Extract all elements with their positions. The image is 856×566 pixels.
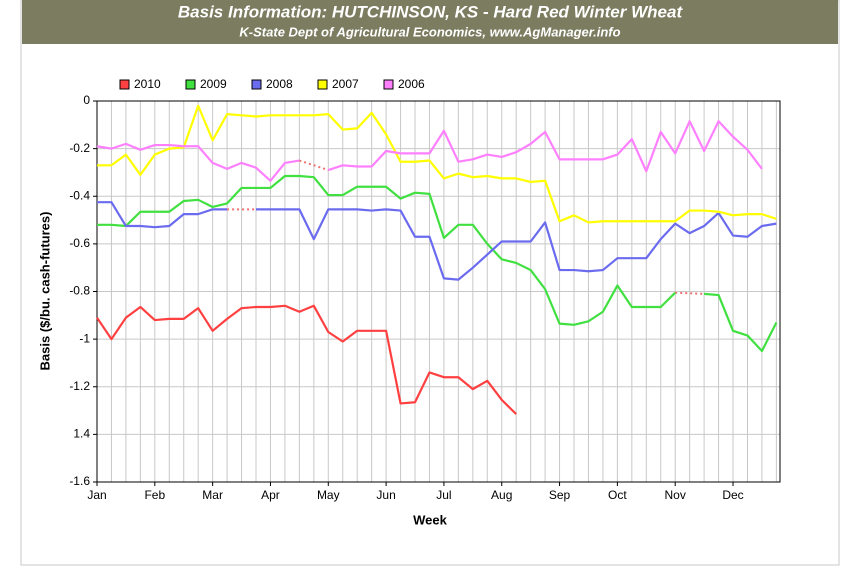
x-tick-label: Jun	[376, 488, 395, 502]
y-tick-label: -1.6	[69, 474, 90, 488]
y-tick-label: -0.4	[69, 188, 90, 202]
x-axis-title: Week	[413, 512, 447, 527]
y-tick-label: 1.4	[73, 427, 90, 441]
legend-swatch	[185, 79, 196, 90]
y-axis-title: Basis ($/bu. cash-futures)	[37, 212, 52, 371]
plot-border	[96, 100, 781, 483]
y-tick-label: -0.6	[69, 236, 90, 250]
legend-swatch	[317, 79, 328, 90]
y-tick-label: 0	[83, 93, 90, 107]
chart-title: Basis Information: HUTCHINSON, KS - Hard…	[178, 2, 684, 21]
x-tick-label: Feb	[144, 488, 165, 502]
x-tick-label: May	[317, 488, 340, 502]
x-tick-label: Oct	[608, 488, 627, 502]
series-line	[96, 304, 517, 415]
x-tick-label: Mar	[202, 488, 223, 502]
series-line	[97, 201, 777, 281]
gap-connector	[299, 159, 329, 172]
series-line	[97, 174, 778, 353]
x-tick-label: Jul	[436, 488, 451, 502]
y-tick-label: -0.2	[69, 141, 90, 155]
legend-swatch	[119, 79, 130, 90]
x-tick-label: Apr	[261, 488, 280, 502]
legend-label: 2010	[134, 77, 161, 91]
title-banner	[22, 0, 838, 44]
chart-subtitle: K-State Dept of Agricultural Economics, …	[239, 24, 620, 39]
legend-swatch	[383, 79, 394, 90]
y-tick-label: -0.8	[69, 284, 90, 298]
legend-label: 2008	[266, 77, 293, 91]
series-line	[96, 120, 763, 182]
legend-swatch	[251, 79, 262, 90]
x-tick-label: Nov	[665, 488, 686, 502]
x-tick-label: Aug	[491, 488, 512, 502]
x-tick-label: Dec	[722, 488, 743, 502]
y-tick-label: -1	[79, 331, 90, 345]
legend-label: 2006	[398, 77, 425, 91]
x-tick-label: Sep	[549, 488, 571, 502]
x-tick-label: Jan	[87, 488, 106, 502]
y-tick-label: -1.2	[69, 379, 90, 393]
series-line	[97, 104, 777, 224]
legend-label: 2009	[200, 77, 227, 91]
legend-label: 2007	[332, 77, 359, 91]
